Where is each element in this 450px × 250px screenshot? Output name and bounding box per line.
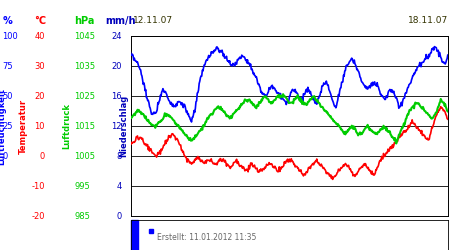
Bar	[130, 220, 139, 250]
Text: 1025: 1025	[74, 92, 95, 101]
Text: 50: 50	[2, 92, 13, 101]
Text: 8: 8	[116, 152, 122, 161]
Text: 30: 30	[34, 62, 45, 71]
Text: 20: 20	[111, 62, 122, 71]
Text: 16: 16	[111, 92, 122, 101]
Text: 985: 985	[74, 212, 90, 221]
Text: 25: 25	[2, 122, 13, 131]
Text: 4: 4	[116, 182, 122, 191]
Text: °C: °C	[34, 16, 46, 26]
Text: -10: -10	[32, 182, 45, 191]
Text: 12.11.07: 12.11.07	[133, 16, 173, 25]
Text: 20: 20	[35, 92, 45, 101]
Text: 12: 12	[111, 122, 122, 131]
Text: Niederschlag: Niederschlag	[119, 95, 128, 158]
Text: 10: 10	[35, 122, 45, 131]
Text: 1015: 1015	[74, 122, 95, 131]
Text: 75: 75	[2, 62, 13, 71]
Text: mm/h: mm/h	[106, 16, 136, 26]
Text: hPa: hPa	[74, 16, 94, 26]
Text: 1045: 1045	[74, 32, 95, 41]
Text: 0: 0	[2, 152, 8, 161]
Text: 100: 100	[2, 32, 18, 41]
Text: 24: 24	[111, 32, 122, 41]
Text: 1035: 1035	[74, 62, 95, 71]
Text: 0: 0	[40, 152, 45, 161]
Text: Luftfeuchtigkeit: Luftfeuchtigkeit	[0, 88, 6, 165]
Text: 18.11.07: 18.11.07	[408, 16, 448, 25]
Text: Erstellt: 11.01.2012 11:35: Erstellt: 11.01.2012 11:35	[158, 233, 257, 242]
Text: 0: 0	[116, 212, 122, 221]
Text: 1005: 1005	[74, 152, 95, 161]
Text: -20: -20	[32, 212, 45, 221]
Text: Luftdruck: Luftdruck	[62, 103, 71, 149]
Text: 995: 995	[74, 182, 90, 191]
Text: %: %	[2, 16, 12, 26]
Text: Temperatur: Temperatur	[19, 99, 28, 154]
Text: 40: 40	[35, 32, 45, 41]
